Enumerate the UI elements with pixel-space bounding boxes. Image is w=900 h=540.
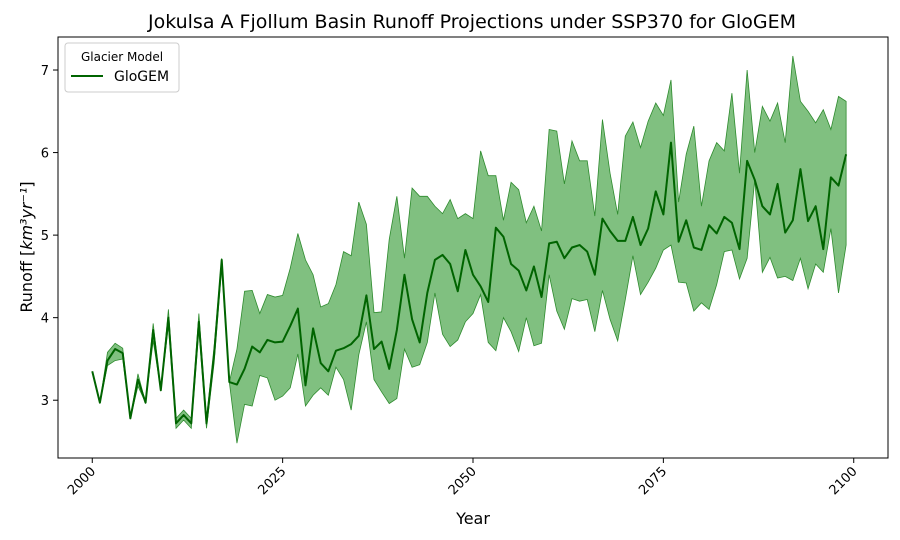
y-axis-label: Runoff [km³yr⁻¹] bbox=[17, 181, 36, 312]
legend-label-glogem: GloGEM bbox=[114, 69, 169, 85]
legend-title: Glacier Model bbox=[81, 50, 163, 64]
chart-title: Jokulsa A Fjollum Basin Runoff Projectio… bbox=[147, 11, 796, 33]
y-axis: 3 4 5 6 7 bbox=[41, 64, 58, 409]
uncertainty-band bbox=[91, 55, 847, 444]
plot-area bbox=[91, 55, 848, 444]
y-tick-label: 6 bbox=[41, 147, 49, 162]
y-axis-label-main: Runoff [ bbox=[17, 250, 36, 313]
x-tick-label: 2050 bbox=[446, 464, 480, 498]
legend: Glacier Model GloGEM bbox=[64, 42, 180, 93]
y-axis-label-unit: km³yr⁻¹ bbox=[17, 188, 36, 250]
legend-box bbox=[64, 42, 180, 93]
x-tick-label: 2025 bbox=[255, 464, 289, 498]
x-tick-label: 2000 bbox=[65, 464, 99, 498]
y-tick-label: 5 bbox=[41, 229, 49, 244]
y-tick-label: 7 bbox=[41, 64, 49, 79]
x-tick-label: 2100 bbox=[827, 464, 861, 498]
x-tick-label: 2075 bbox=[636, 464, 670, 498]
x-axis-label: Year bbox=[455, 509, 490, 528]
y-tick-label: 3 bbox=[41, 394, 49, 409]
y-tick-label: 4 bbox=[41, 312, 49, 327]
y-axis-label-close: ] bbox=[17, 181, 36, 187]
x-axis: 2000 2025 2050 2075 2100 bbox=[65, 458, 861, 498]
series-line-glogem bbox=[91, 141, 848, 425]
